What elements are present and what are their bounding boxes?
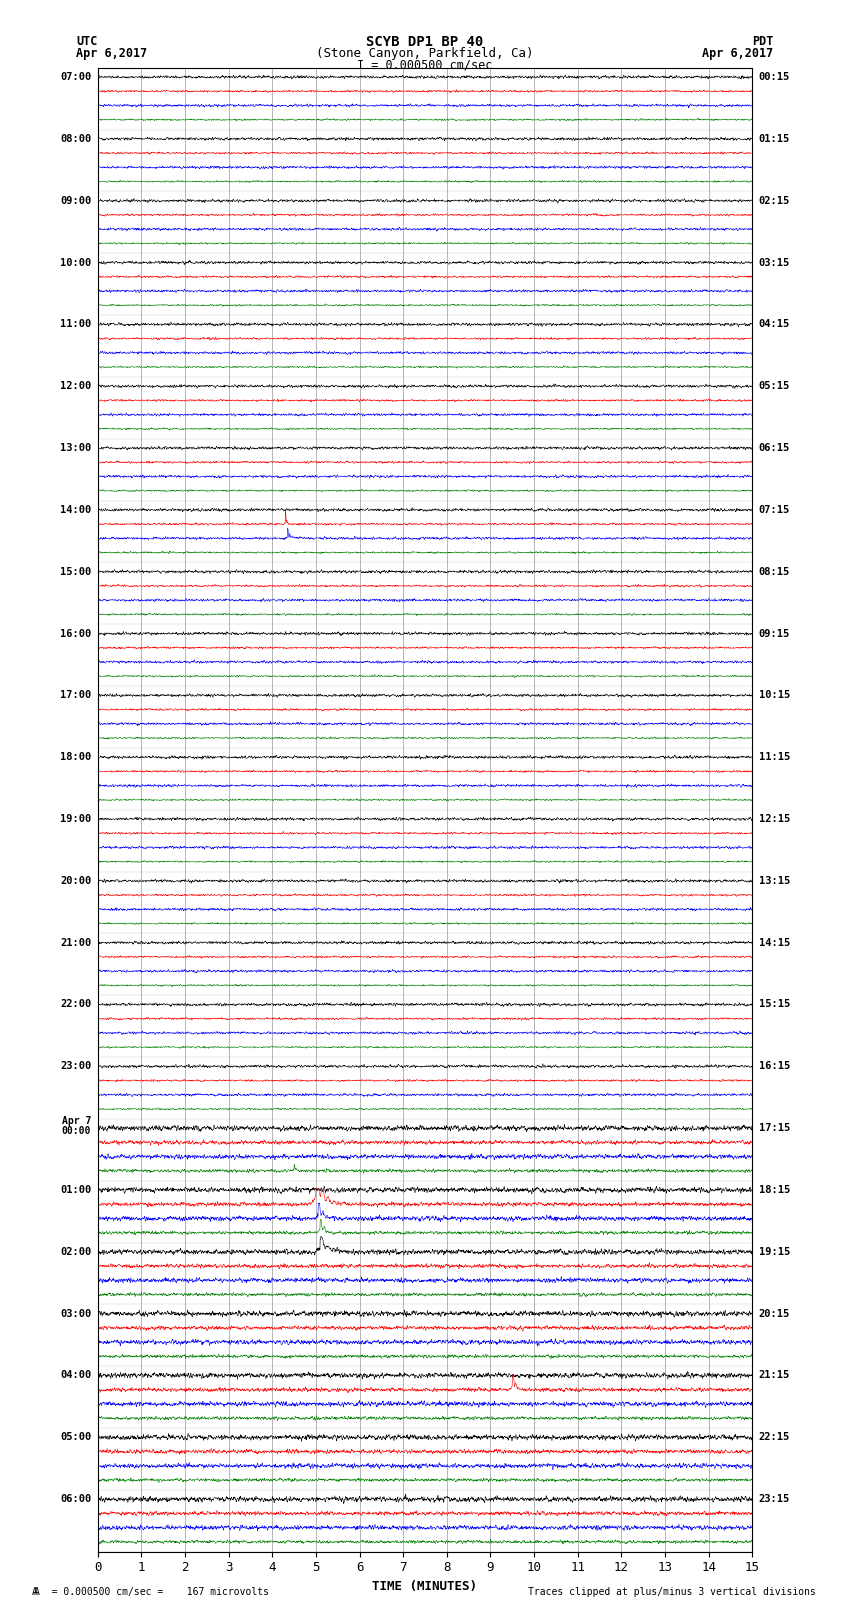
Text: 05:00: 05:00: [60, 1432, 91, 1442]
Text: 03:00: 03:00: [60, 1308, 91, 1319]
Text: 10:15: 10:15: [759, 690, 790, 700]
Text: 07:15: 07:15: [759, 505, 790, 515]
X-axis label: TIME (MINUTES): TIME (MINUTES): [372, 1581, 478, 1594]
Text: 11:00: 11:00: [60, 319, 91, 329]
Text: UTC: UTC: [76, 35, 98, 48]
Text: 05:15: 05:15: [759, 381, 790, 392]
Text: 06:00: 06:00: [60, 1494, 91, 1505]
Text: 19:00: 19:00: [60, 815, 91, 824]
Text: Apr 6,2017: Apr 6,2017: [76, 47, 148, 60]
Text: 22:15: 22:15: [759, 1432, 790, 1442]
Text: 16:15: 16:15: [759, 1061, 790, 1071]
Text: Apr 6,2017: Apr 6,2017: [702, 47, 774, 60]
Text: 09:15: 09:15: [759, 629, 790, 639]
Text: 18:15: 18:15: [759, 1186, 790, 1195]
Text: 18:00: 18:00: [60, 752, 91, 763]
Text: 21:15: 21:15: [759, 1371, 790, 1381]
Text: 08:00: 08:00: [60, 134, 91, 144]
Text: (Stone Canyon, Parkfield, Ca): (Stone Canyon, Parkfield, Ca): [316, 47, 534, 60]
Text: 21:00: 21:00: [60, 937, 91, 948]
Text: 13:15: 13:15: [759, 876, 790, 886]
Text: 11:15: 11:15: [759, 752, 790, 763]
Text: 14:00: 14:00: [60, 505, 91, 515]
Text: I = 0.000500 cm/sec: I = 0.000500 cm/sec: [357, 58, 493, 71]
Text: PDT: PDT: [752, 35, 774, 48]
Text: 01:15: 01:15: [759, 134, 790, 144]
Text: 10:00: 10:00: [60, 258, 91, 268]
Text: 23:00: 23:00: [60, 1061, 91, 1071]
Text: 20:00: 20:00: [60, 876, 91, 886]
Text: 06:15: 06:15: [759, 444, 790, 453]
Text: 04:15: 04:15: [759, 319, 790, 329]
Text: SCYB DP1 BP 40: SCYB DP1 BP 40: [366, 35, 484, 50]
Text: 15:15: 15:15: [759, 1000, 790, 1010]
Text: A: A: [32, 1587, 38, 1597]
Text: 03:15: 03:15: [759, 258, 790, 268]
Text: 20:15: 20:15: [759, 1308, 790, 1319]
Text: 08:15: 08:15: [759, 566, 790, 577]
Text: 00:00: 00:00: [62, 1126, 91, 1136]
Text: 09:00: 09:00: [60, 195, 91, 206]
Text: 00:15: 00:15: [759, 73, 790, 82]
Text: 23:15: 23:15: [759, 1494, 790, 1505]
Text: Apr 7: Apr 7: [62, 1116, 91, 1126]
Text: 12:15: 12:15: [759, 815, 790, 824]
Text: 17:15: 17:15: [759, 1123, 790, 1134]
Text: 22:00: 22:00: [60, 1000, 91, 1010]
Text: 19:15: 19:15: [759, 1247, 790, 1257]
Text: 12:00: 12:00: [60, 381, 91, 392]
Text: 14:15: 14:15: [759, 937, 790, 948]
Text: 01:00: 01:00: [60, 1186, 91, 1195]
Text: 04:00: 04:00: [60, 1371, 91, 1381]
Text: 02:15: 02:15: [759, 195, 790, 206]
Text: Traces clipped at plus/minus 3 vertical divisions: Traces clipped at plus/minus 3 vertical …: [528, 1587, 816, 1597]
Text: 07:00: 07:00: [60, 73, 91, 82]
Text: 02:00: 02:00: [60, 1247, 91, 1257]
Text: A  = 0.000500 cm/sec =    167 microvolts: A = 0.000500 cm/sec = 167 microvolts: [34, 1587, 269, 1597]
Text: 17:00: 17:00: [60, 690, 91, 700]
Text: 15:00: 15:00: [60, 566, 91, 577]
Text: 13:00: 13:00: [60, 444, 91, 453]
Text: 16:00: 16:00: [60, 629, 91, 639]
